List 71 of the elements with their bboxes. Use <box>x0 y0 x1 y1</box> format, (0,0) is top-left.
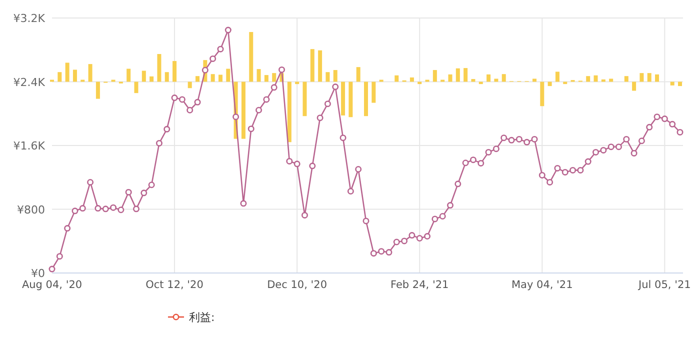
bar <box>287 82 292 142</box>
bar <box>302 82 307 116</box>
x-tick-label: May 04, '21 <box>511 279 573 291</box>
bar <box>494 78 498 82</box>
bar <box>410 77 414 82</box>
bar <box>464 68 468 82</box>
bar <box>372 82 376 103</box>
bar <box>264 75 268 82</box>
bar <box>540 82 544 106</box>
bar <box>126 68 131 82</box>
bar <box>157 54 162 82</box>
bar <box>249 32 254 82</box>
bar <box>218 74 222 82</box>
bar <box>448 74 452 82</box>
bar <box>348 82 353 118</box>
bar <box>318 50 322 82</box>
bar <box>594 75 598 82</box>
bar <box>150 76 154 82</box>
bar <box>256 69 261 82</box>
bar <box>548 82 552 86</box>
bar <box>532 78 536 82</box>
y-tick-label: ¥3.2K <box>13 12 46 25</box>
bar <box>670 82 674 86</box>
bar <box>134 82 138 94</box>
bar <box>142 70 146 82</box>
x-tick-label: Jul 05, '21 <box>638 279 691 291</box>
bar <box>655 74 660 82</box>
bar <box>364 82 368 116</box>
x-tick-label: Aug 04, '20 <box>22 279 82 291</box>
bar <box>394 75 399 82</box>
bar <box>356 67 360 82</box>
bar <box>432 70 437 82</box>
bar <box>310 49 314 82</box>
bar <box>471 79 476 82</box>
bar <box>678 82 682 86</box>
y-tick-label: ¥2.4K <box>13 76 46 89</box>
bar <box>272 73 276 82</box>
bar <box>326 72 330 82</box>
bar <box>210 74 215 82</box>
bar <box>647 73 652 82</box>
bar <box>341 82 346 116</box>
bar <box>586 76 590 82</box>
bar <box>88 64 92 82</box>
x-tick-label: Dec 10, '20 <box>267 279 328 291</box>
legend-label: 利益: <box>189 311 215 324</box>
bar <box>456 68 460 82</box>
bar <box>65 62 70 82</box>
bar <box>486 74 491 82</box>
bar <box>640 73 644 82</box>
x-tick-label: Oct 12, '20 <box>146 279 204 291</box>
y-tick-label: ¥1.6K <box>13 140 46 152</box>
bar <box>196 76 200 82</box>
x-tick-label: Feb 24, '21 <box>390 279 449 291</box>
bar <box>58 72 62 82</box>
bar <box>601 79 606 82</box>
bar <box>96 82 100 99</box>
bar <box>226 68 230 82</box>
bar <box>502 74 506 82</box>
legend: 利益: <box>168 311 215 324</box>
bar <box>555 72 560 82</box>
bar <box>164 72 169 82</box>
bar <box>333 70 338 82</box>
y-tick-label: ¥800 <box>17 203 45 216</box>
y-tick-label: ¥0 <box>31 267 45 280</box>
bar <box>624 76 628 82</box>
bar <box>609 78 614 82</box>
bar <box>632 82 636 91</box>
bar <box>172 61 177 82</box>
bar <box>188 82 192 88</box>
bar <box>72 70 77 82</box>
bar <box>241 82 246 139</box>
